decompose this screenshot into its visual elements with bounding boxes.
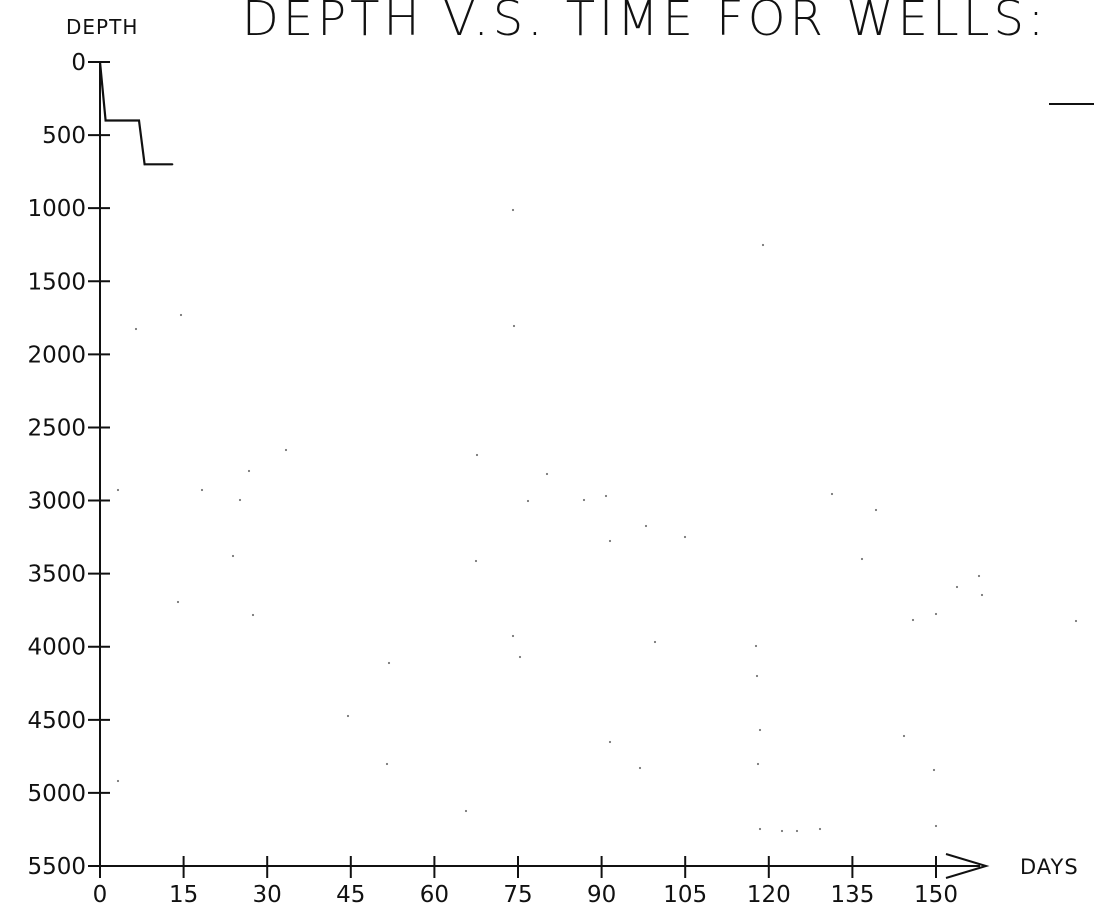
y-tick-label-5000: 5000: [27, 781, 86, 807]
scan-speck: [545, 472, 549, 476]
series-line-0: [98, 61, 173, 166]
scan-speck: [582, 498, 586, 502]
x-tick-label-150: 150: [914, 882, 958, 908]
y-axis-label: DEPTH: [66, 15, 138, 39]
chart-title: DEPTH V.S. TIME FOR WELLS:: [242, 0, 1048, 47]
scan-speck: [116, 779, 120, 783]
scan-speck: [932, 768, 936, 772]
scan-speck: [518, 655, 522, 659]
scan-speck: [980, 593, 984, 597]
scan-speck: [238, 498, 242, 502]
scan-speck: [604, 494, 608, 498]
scan-speck: [385, 762, 389, 766]
series-group: [98, 61, 174, 166]
x-axis-arrow: [945, 853, 990, 879]
x-tick-label-90: 90: [587, 882, 616, 908]
x-tick-label-120: 120: [747, 882, 791, 908]
scan-speck: [176, 600, 180, 604]
x-tick-label-135: 135: [830, 882, 874, 908]
scan-speck: [795, 829, 799, 833]
scan-speck: [830, 492, 834, 496]
x-tick-label-45: 45: [336, 882, 365, 908]
series-point-0-2: [138, 119, 140, 122]
scan-speck: [608, 740, 612, 744]
scan-speck: [911, 618, 915, 622]
scan-speck: [934, 612, 938, 616]
x-tick-label-0: 0: [93, 882, 108, 908]
scan-speck: [977, 574, 981, 578]
y-tick-label-0: 0: [71, 50, 86, 76]
scan-speck: [756, 762, 760, 766]
x-tick-label-15: 15: [169, 882, 198, 908]
scan-speck: [231, 554, 235, 558]
y-tick-label-4500: 4500: [27, 708, 86, 734]
series-point-0-4: [171, 163, 174, 166]
scan-speck: [512, 324, 516, 328]
scan-speck: [758, 827, 762, 831]
scan-speck: [638, 766, 642, 770]
scan-speck: [475, 453, 479, 457]
scan-speck: [902, 734, 906, 738]
y-tick-label-3000: 3000: [27, 489, 86, 515]
scan-speck: [200, 488, 204, 492]
scan-speck: [511, 634, 515, 638]
ticks-group: 0500100015002000250030003500400045005000…: [27, 50, 958, 908]
scan-speck: [761, 243, 765, 247]
scan-speck: [346, 714, 350, 718]
scan-speck: [1074, 619, 1078, 623]
scan-speck: [653, 640, 657, 644]
scan-speck: [934, 824, 938, 828]
y-tick-label-3500: 3500: [27, 562, 86, 588]
scan-speck: [754, 644, 758, 648]
series-point-0-1: [104, 119, 107, 122]
scan-speck: [387, 661, 391, 665]
scan-speck: [284, 448, 288, 452]
scan-speck: [179, 313, 183, 317]
scan-speck: [780, 829, 784, 833]
scan-speck: [251, 613, 255, 617]
scan-speck: [464, 809, 468, 813]
series-point-0-3: [143, 163, 146, 166]
x-tick-label-105: 105: [663, 882, 707, 908]
scan-speck: [755, 674, 759, 678]
x-axis-label: DAYS: [1020, 855, 1079, 879]
x-tick-label-30: 30: [253, 882, 282, 908]
scan-speck: [955, 585, 959, 589]
y-tick-label-2500: 2500: [27, 415, 86, 441]
scan-speck: [247, 469, 251, 473]
scan-speck: [818, 827, 822, 831]
y-tick-label-1000: 1000: [27, 196, 86, 222]
x-tick-label-60: 60: [420, 882, 449, 908]
y-tick-label-2000: 2000: [27, 342, 86, 368]
scan-speck: [608, 539, 612, 543]
y-tick-label-1500: 1500: [27, 269, 86, 295]
scan-speck: [116, 488, 120, 492]
axes-group: [99, 62, 990, 879]
scan-speck: [860, 557, 864, 561]
scan-speck: [511, 208, 515, 212]
x-tick-label-75: 75: [503, 882, 532, 908]
y-tick-label-4000: 4000: [27, 635, 86, 661]
scan-specks: [116, 208, 1078, 833]
y-tick-label-500: 500: [42, 123, 86, 149]
y-tick-label-5500: 5500: [27, 854, 86, 880]
scan-speck: [758, 728, 762, 732]
scan-speck: [134, 327, 138, 331]
scan-speck: [683, 535, 687, 539]
scan-speck: [874, 508, 878, 512]
scan-speck: [644, 524, 648, 528]
scan-speck: [526, 499, 530, 503]
scan-speck: [474, 559, 478, 563]
